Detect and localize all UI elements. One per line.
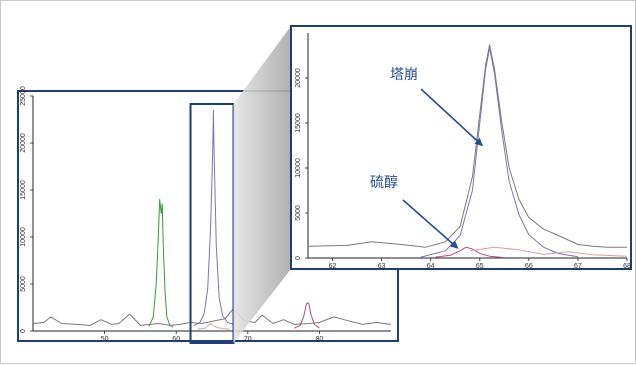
zoom-x-tick-label: 68 — [623, 263, 631, 270]
annotation-label-0: 塔崩 — [390, 67, 418, 83]
overview-x-tick-label: 70 — [244, 336, 252, 343]
overview-y-tick-label: 25000 — [20, 86, 27, 106]
overview-x-tick-label: 50 — [101, 336, 109, 343]
overview-x-tick-label: 80 — [316, 336, 324, 343]
overview-series-line-2 — [193, 109, 234, 326]
zoom-y-tick-label: 5000 — [295, 205, 302, 221]
zoom-y-tick-label: 20000 — [295, 68, 302, 88]
zoom-x-tick-label: 66 — [525, 263, 533, 270]
overview-y-tick-label: 10000 — [20, 227, 27, 247]
overview-series-line-4 — [197, 323, 230, 330]
overview-x-tick-label: 60 — [172, 336, 180, 343]
overview-series-line-3 — [294, 302, 320, 329]
overview-y-tick-label: 0 — [20, 329, 27, 333]
zoom-x-tick-label: 64 — [427, 263, 435, 270]
overview-y-tick-label: 5000 — [20, 276, 27, 292]
annotation-arrow-1 — [402, 199, 459, 249]
zoom-series-line-0 — [307, 44, 627, 248]
zoom-y-tick-label: 0 — [295, 256, 302, 260]
zoom-y-tick-label: 15000 — [295, 113, 302, 133]
overview-series-line-0 — [32, 307, 392, 326]
overview-series-line-1 — [148, 198, 174, 328]
zoom-series-line-2 — [435, 246, 505, 259]
annotation-label-1: 硫醇 — [370, 174, 398, 191]
zoom-y-tick-label: 10000 — [295, 158, 302, 178]
overview-y-tick-label: 15000 — [20, 180, 27, 200]
overview-y-tick-label: 20000 — [20, 133, 27, 153]
zoom-series-line-1 — [420, 47, 578, 258]
zoom-frame — [290, 25, 632, 270]
zoom-projection-wedge — [233, 26, 291, 343]
zoom-x-tick-label: 67 — [574, 263, 582, 270]
zoom-series-line-3 — [469, 246, 628, 257]
zoom-x-tick-label: 63 — [378, 263, 386, 270]
zoom-x-tick-label: 62 — [329, 263, 337, 270]
annotation-arrow-0 — [420, 88, 483, 147]
zoom-x-tick-label: 65 — [476, 263, 484, 270]
